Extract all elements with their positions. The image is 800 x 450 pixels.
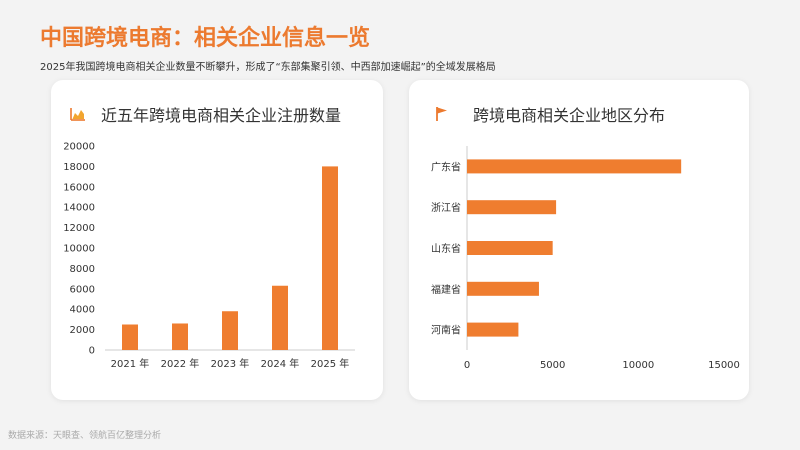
bar: [272, 285, 288, 350]
registration-chart-title: 近五年跨境电商相关企业注册数量: [101, 106, 342, 125]
y-tick-label: 6000: [70, 284, 95, 295]
bar: [467, 322, 519, 337]
registration-bar-chart: 0 2000 4000 6000 8000 10000 12000 14000 16000 180…: [63, 142, 355, 370]
y-tick-label: 浙江省: [431, 201, 461, 214]
y-tick-label: 16000: [63, 182, 95, 193]
data-source-note: 数据来源：天眼查、领航百亿整理分析: [8, 431, 162, 441]
page-subtitle: 2025年我国跨境电商相关企业数量不断攀升，形成了“东部集聚引领、中西部加速崛起…: [40, 62, 496, 73]
region-chart-card: 跨境电商相关企业地区分布 广东省浙江省山东省福建省河南省 0 5000 10000 15…: [409, 80, 749, 400]
x-tick-label: 2025 年: [311, 357, 350, 370]
y-tick-label: 福建省: [431, 283, 461, 296]
page-title: 中国跨境电商：相关企业信息一览: [40, 26, 371, 51]
x-tick-label: 10000: [622, 360, 654, 371]
y-tick-label: 14000: [63, 203, 95, 214]
x-tick-label: 0: [464, 360, 470, 371]
bar: [467, 200, 557, 215]
bar: [467, 159, 682, 174]
bar: [122, 324, 138, 350]
bar: [322, 166, 338, 350]
bar: [467, 281, 539, 296]
y-tick-label: 10000: [63, 244, 95, 255]
x-tick-label: 2023 年: [211, 357, 250, 370]
y-tick-label: 4000: [70, 305, 95, 316]
y-tick-label: 20000: [63, 142, 95, 153]
bar: [222, 311, 238, 350]
y-tick-label: 12000: [63, 223, 95, 234]
y-tick-label: 广东省: [431, 160, 461, 173]
area-chart-icon: [70, 108, 85, 121]
y-tick-label: 2000: [70, 325, 95, 336]
x-tick-label: 2022 年: [161, 357, 200, 370]
y-tick-label: 山东省: [431, 242, 461, 255]
y-tick-label: 0: [89, 346, 95, 357]
x-tick-label: 2021 年: [111, 357, 150, 370]
bar: [172, 323, 188, 350]
flag-icon: [436, 107, 447, 121]
region-chart-title: 跨境电商相关企业地区分布: [473, 106, 666, 125]
x-tick-label: 2024 年: [261, 357, 300, 370]
registration-chart-card: 近五年跨境电商相关企业注册数量 0 2000 4000 6000 8000 10000 12…: [51, 80, 383, 400]
bar: [467, 241, 553, 255]
x-tick-label: 15000: [708, 360, 740, 371]
y-tick-label: 河南省: [431, 324, 461, 337]
y-tick-label: 18000: [63, 162, 95, 173]
x-tick-label: 5000: [540, 360, 565, 371]
y-tick-label: 8000: [70, 264, 95, 275]
